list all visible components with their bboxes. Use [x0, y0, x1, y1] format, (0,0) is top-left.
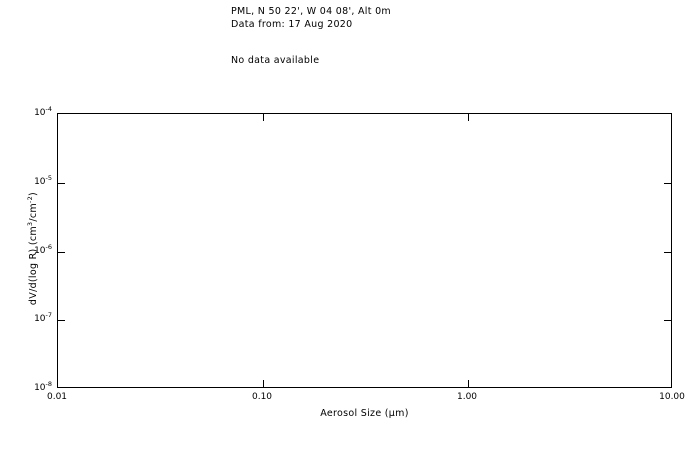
y-axis-tick-label: 10-7 — [34, 311, 52, 324]
y-axis-title: dV/d(log R) (cm3/cm-2) — [25, 191, 39, 306]
x-axis-tick — [468, 114, 469, 121]
y-axis-tick-label: 10-8 — [34, 380, 52, 393]
x-axis-tick — [468, 380, 469, 387]
x-axis-tick-label: 10.00 — [659, 392, 685, 402]
plot-frame — [57, 113, 672, 388]
x-axis-title: Aerosol Size (μm) — [320, 408, 409, 419]
x-axis-tick-label: 0.10 — [251, 392, 273, 402]
no-data-message: No data available — [231, 55, 320, 66]
y-axis-tick-label: 10-6 — [34, 243, 52, 256]
y-axis-tick-label: 10-5 — [34, 174, 52, 187]
chart-title-line-1: PML, N 50 22', W 04 08', Alt 0m — [231, 6, 391, 17]
y-axis-tick — [58, 252, 65, 253]
plot-area — [58, 114, 671, 387]
chart-subtitle-line-2: Data from: 17 Aug 2020 — [231, 19, 353, 30]
x-axis-tick — [263, 114, 264, 121]
y-axis-tick — [58, 183, 65, 184]
y-axis-tick-label: 10-4 — [34, 105, 52, 118]
x-axis-tick-label: 1.00 — [456, 392, 478, 402]
x-axis-tick — [263, 380, 264, 387]
y-axis-tick — [664, 183, 671, 184]
y-axis-tick — [58, 320, 65, 321]
y-axis-tick — [664, 320, 671, 321]
y-axis-tick — [664, 252, 671, 253]
x-axis-tick-label: 0.01 — [46, 392, 68, 402]
